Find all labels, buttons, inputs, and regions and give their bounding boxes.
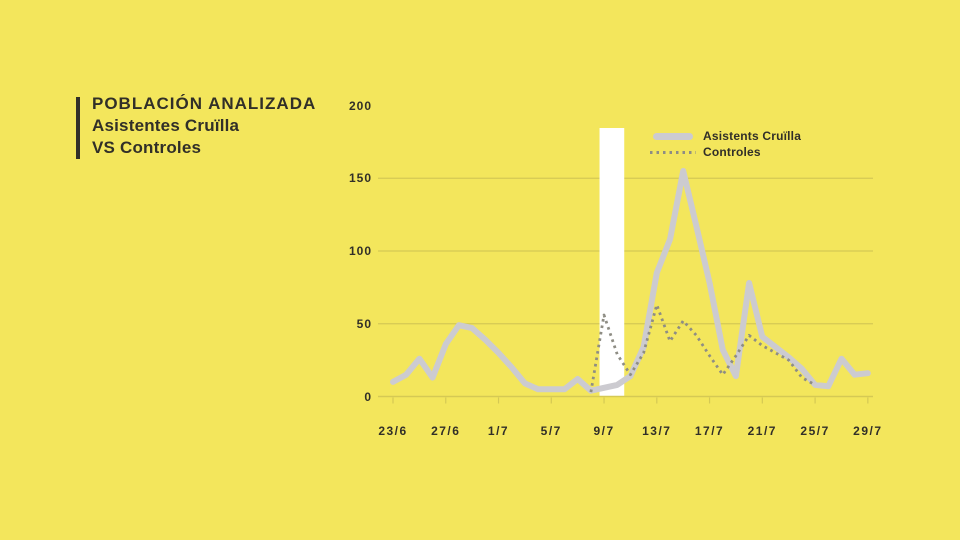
page-subtitle-line-2: VS Controles bbox=[92, 138, 202, 157]
series-line-asistents bbox=[390, 168, 871, 394]
x-axis-label: 1/7 bbox=[487, 424, 510, 438]
legend-item-controles: Controles bbox=[650, 144, 801, 160]
y-axis-label: 0 bbox=[364, 389, 372, 404]
x-axis-label: 9/7 bbox=[593, 424, 615, 438]
page-subtitle-line-1: Asistentes Cruïlla bbox=[92, 116, 240, 135]
x-axis-label: 29/7 bbox=[853, 424, 883, 438]
x-axis-label: 5/7 bbox=[540, 424, 562, 438]
y-axis-label: 50 bbox=[356, 316, 372, 331]
title-lines: POBLACIÓN ANALIZADA Asistentes Cruïlla V… bbox=[92, 93, 316, 159]
x-axis-label: 13/7 bbox=[642, 424, 672, 438]
x-axis-label: 25/7 bbox=[800, 424, 830, 438]
chart-legend: Asistents Cruïlla Controles bbox=[650, 128, 801, 160]
page-title: POBLACIÓN ANALIZADA bbox=[92, 94, 317, 113]
y-axis-label: 150 bbox=[348, 171, 372, 186]
legend-swatch-dotted-line-icon bbox=[650, 150, 696, 154]
y-axis-label: 100 bbox=[348, 244, 372, 258]
legend-label-controles: Controles bbox=[703, 145, 761, 159]
x-axis-label: 17/7 bbox=[694, 424, 725, 438]
highlight-band bbox=[599, 128, 625, 397]
legend-swatch-solid-line-icon bbox=[653, 132, 693, 140]
legend-label-asistents: Asistents Cruïlla bbox=[703, 129, 802, 143]
y-axis-label: 200 bbox=[348, 98, 372, 113]
title-block: POBLACIÓN ANALIZADA Asistentes Cruïlla V… bbox=[76, 93, 316, 159]
title-accent-bar bbox=[76, 97, 80, 159]
legend-item-asistents: Asistents Cruïlla bbox=[650, 128, 801, 144]
x-axis-label: 23/6 bbox=[378, 424, 408, 438]
x-axis-label: 21/7 bbox=[747, 424, 777, 438]
series-line-controles bbox=[589, 303, 816, 393]
x-axis-label: 27/6 bbox=[431, 424, 461, 438]
